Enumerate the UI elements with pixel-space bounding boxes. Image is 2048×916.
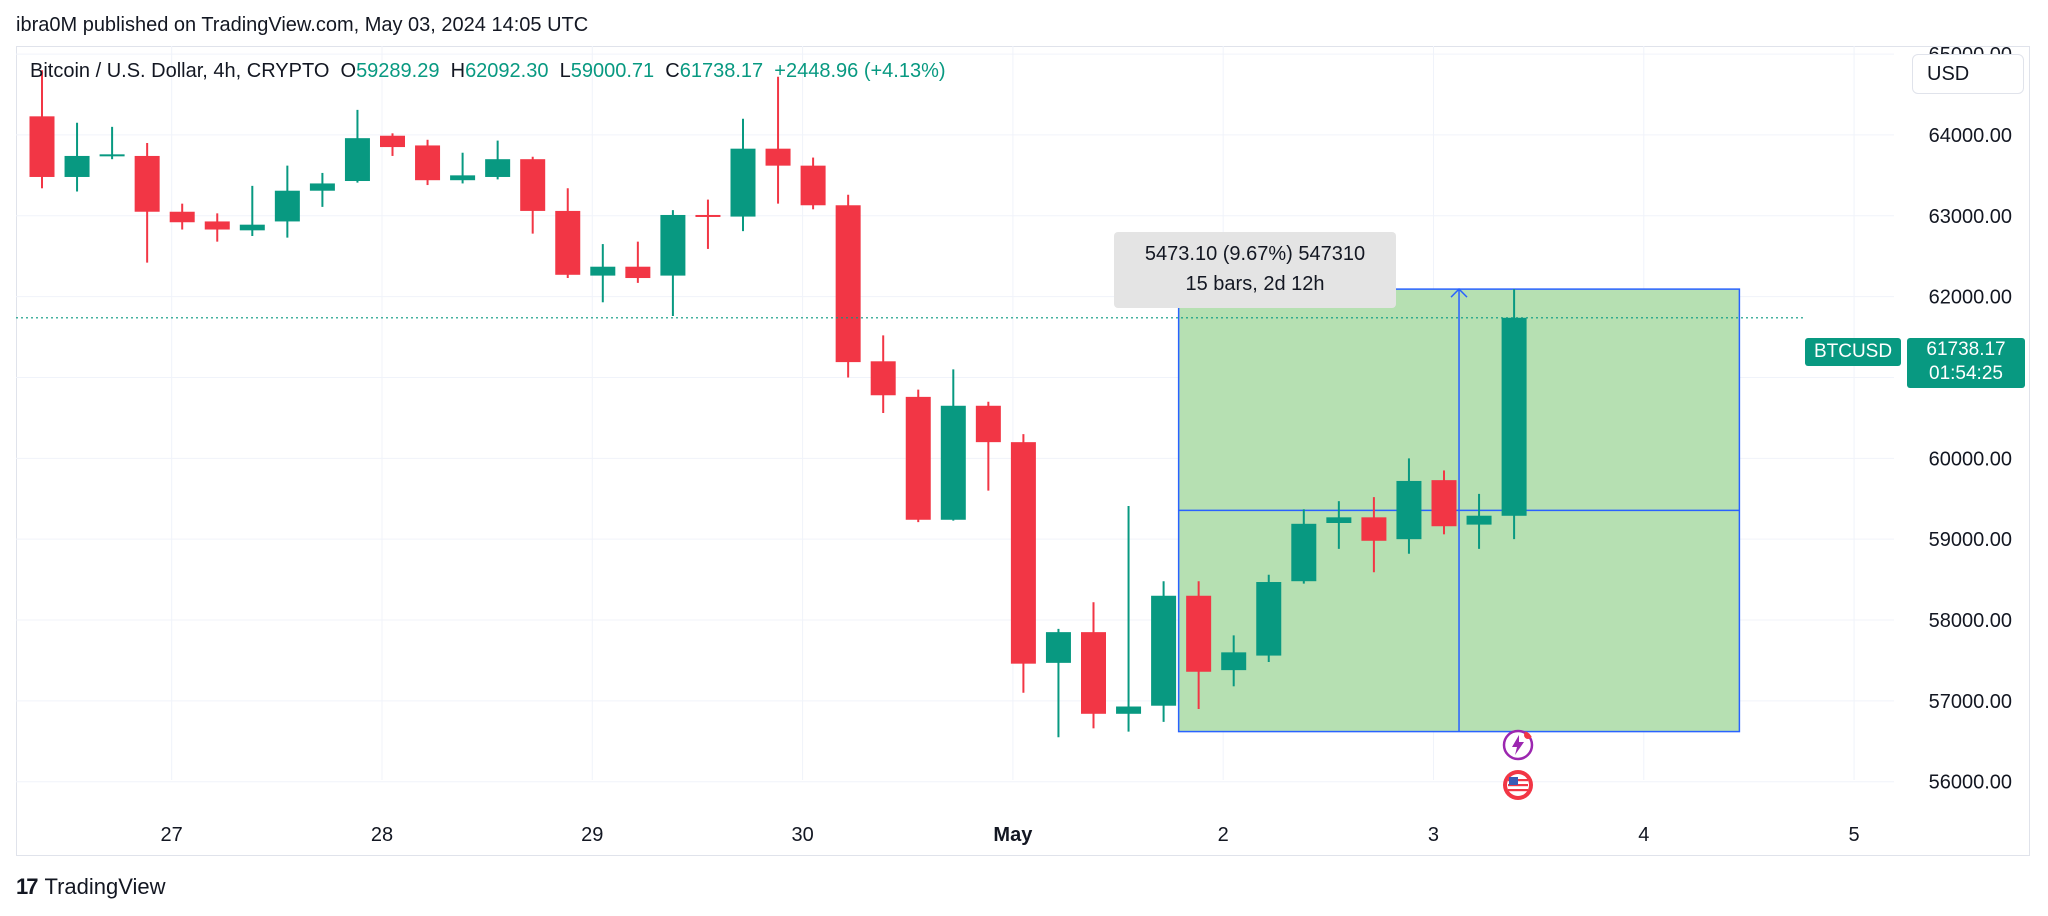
- chart-frame: [16, 46, 2030, 856]
- candle-body: [940, 405, 966, 520]
- y-tick-label: 60000.00: [1929, 448, 2012, 470]
- candle-body: [1081, 632, 1106, 714]
- open-value: 59289.29: [356, 60, 440, 82]
- y-tick-label: 57000.00: [1929, 691, 2012, 713]
- close-label: C: [665, 60, 680, 82]
- candle-body: [1010, 442, 1036, 664]
- close-value: 61738.17: [679, 60, 764, 82]
- candle-body: [169, 211, 195, 223]
- measure-arrow: [1450, 288, 1468, 298]
- candle-body: [204, 221, 230, 230]
- candle-body: [309, 183, 335, 191]
- candle-body: [415, 145, 441, 181]
- symbol-price-tag: BTCUSD: [1805, 338, 1901, 366]
- candle-body: [1466, 515, 1492, 525]
- y-tick-label: 62000.00: [1929, 287, 2012, 309]
- candle-body: [1361, 517, 1387, 541]
- high-value: 62092.30: [465, 60, 549, 82]
- candle-body: [800, 165, 826, 206]
- change-value: +2448.96 (+4.13%): [774, 60, 946, 82]
- x-tick-label: 29: [581, 824, 603, 846]
- candle-body: [1396, 480, 1422, 540]
- us-flag-icon[interactable]: [1502, 769, 1534, 801]
- candle-body: [64, 155, 90, 177]
- measure-delta: 5473.10 (9.67%) 547310: [1144, 243, 1366, 265]
- bar-countdown: 01:54:25: [1929, 363, 2003, 384]
- measure-tooltip: 5473.10 (9.67%) 547310 15 bars, 2d 12h: [1114, 232, 1396, 308]
- candle-body: [1431, 480, 1457, 527]
- x-tick-label: 27: [161, 824, 183, 846]
- x-tick-label: 3: [1428, 824, 1439, 846]
- candle-body: [660, 214, 686, 276]
- grid: [16, 46, 1894, 783]
- publisher-line: ibra0M published on TradingView.com, May…: [16, 14, 589, 36]
- tradingview-logo[interactable]: 17 TradingView: [16, 874, 166, 900]
- y-tick-label: 58000.00: [1929, 610, 2012, 632]
- candle-body: [134, 155, 160, 212]
- candle-body: [450, 175, 476, 181]
- low-label: L: [559, 60, 571, 82]
- candle-body: [29, 116, 55, 177]
- candle-body: [730, 148, 756, 217]
- flash-event-icon[interactable]: [1502, 729, 1534, 761]
- brand-name: TradingView: [44, 874, 166, 899]
- candle-body: [239, 224, 265, 231]
- candle-body: [590, 266, 616, 276]
- candle-body: [274, 190, 300, 222]
- candle-body: [1221, 652, 1247, 671]
- candle-body: [1186, 595, 1212, 672]
- candle-body: [1326, 517, 1352, 523]
- candle-body: [1501, 317, 1527, 516]
- x-tick-label: 4: [1638, 824, 1649, 846]
- currency-button[interactable]: USD: [1912, 54, 2024, 94]
- candle-body: [695, 214, 721, 217]
- x-tick-label: 2: [1218, 824, 1229, 846]
- y-tick-label: 59000.00: [1929, 529, 2012, 551]
- last-price-tag: 61738.17 01:54:25: [1907, 338, 2025, 388]
- ohlc-legend: Bitcoin / U.S. Dollar, 4h, CRYPTO O59289…: [30, 60, 946, 83]
- candle-body: [485, 159, 511, 177]
- candle-body: [555, 210, 581, 275]
- candle-body: [1256, 582, 1282, 656]
- candle-body: [380, 135, 405, 148]
- high-label: H: [450, 60, 466, 82]
- measure-duration: 15 bars, 2d 12h: [1185, 273, 1325, 295]
- symbol-title[interactable]: Bitcoin / U.S. Dollar, 4h, CRYPTO: [30, 60, 330, 82]
- candle-body: [975, 405, 1001, 443]
- candle-body: [625, 266, 651, 279]
- candle-body: [905, 396, 931, 520]
- x-tick-label: 28: [371, 824, 393, 846]
- last-price-value: 61738.17: [1926, 339, 2006, 360]
- y-tick-label: 64000.00: [1929, 125, 2012, 147]
- candle-body: [765, 148, 791, 166]
- tradingview-mark-icon: 17: [16, 874, 39, 899]
- candles: [29, 70, 1527, 738]
- x-tick-label: 5: [1849, 824, 1860, 846]
- candle-body: [1045, 632, 1071, 663]
- y-tick-label: 63000.00: [1929, 206, 2012, 228]
- candle-body: [870, 361, 896, 396]
- candle-body: [1116, 706, 1142, 714]
- candle-body: [344, 138, 370, 182]
- candle-body: [1291, 523, 1317, 582]
- open-label: O: [340, 60, 357, 82]
- x-tick-label: 30: [791, 824, 813, 846]
- y-tick-label: 56000.00: [1929, 772, 2012, 794]
- candle-body: [99, 154, 125, 157]
- candle-body: [520, 159, 546, 211]
- candle-body: [1151, 595, 1177, 706]
- low-value: 59000.71: [570, 60, 655, 82]
- candle-body: [835, 205, 861, 363]
- measure-tool: [1177, 288, 1741, 733]
- x-tick-label: May: [993, 824, 1033, 846]
